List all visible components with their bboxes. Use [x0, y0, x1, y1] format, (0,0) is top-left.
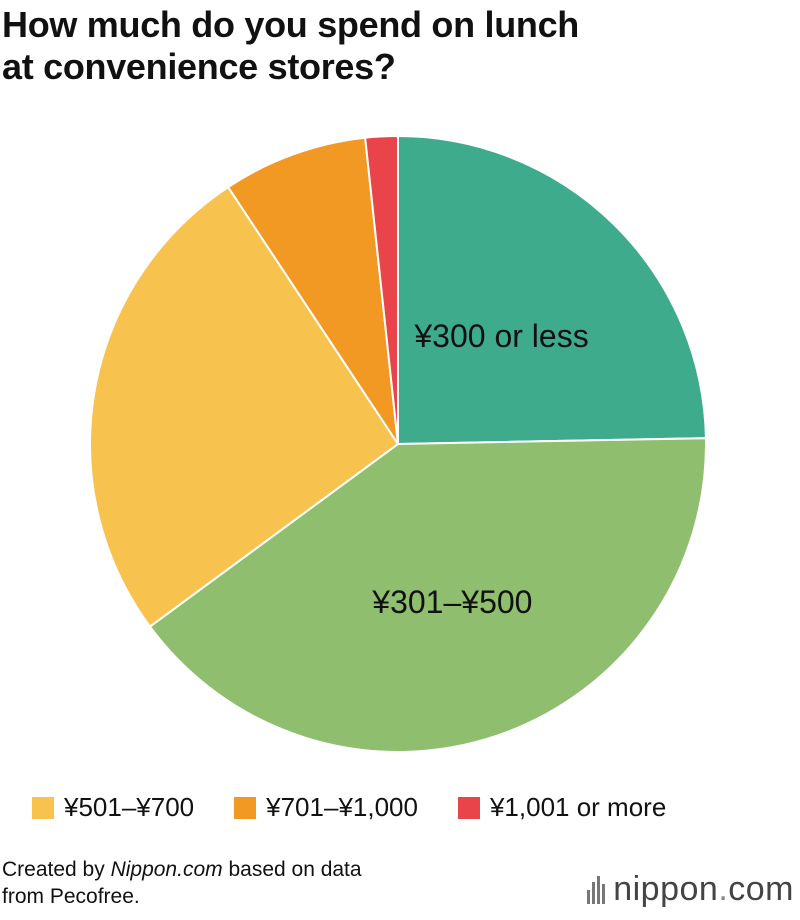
brand-dot: . — [718, 870, 729, 908]
source-note: Created by Nippon.com based on data from… — [2, 856, 362, 910]
legend-label: ¥1,001 or more — [489, 792, 667, 822]
source-line-2: from Pecofree. — [2, 885, 140, 908]
brand-logo: nippon. com — [587, 870, 794, 909]
legend-swatch — [457, 796, 480, 819]
legend-item-501-700: ¥501–¥700 — [32, 792, 194, 823]
brand-name: nippon — [613, 870, 719, 908]
chart-title: How much do you spend on lunch at conven… — [2, 4, 792, 88]
pie-slice-501-700 — [89, 185, 400, 628]
pie-slice-301-500 — [148, 437, 707, 753]
pie-chart: ¥300 or less ¥301–¥500 — [89, 134, 707, 753]
legend: ¥501–¥700 ¥701–¥1,000 ¥1,001 or more — [32, 792, 706, 823]
legend-item-701-1000: ¥701–¥1,000 — [234, 792, 418, 823]
source-suffix: based on data — [222, 858, 362, 881]
title-line-2: at convenience stores? — [2, 46, 396, 87]
slice-label-301-500: ¥301–¥500 — [371, 584, 532, 620]
pie-slice-701-1000 — [226, 136, 399, 445]
legend-swatch — [234, 796, 257, 819]
legend-swatch — [32, 796, 54, 819]
legend-label: ¥501–¥700 — [64, 792, 195, 822]
title-line-1: How much do you spend on lunch — [2, 4, 579, 45]
legend-label: ¥701–¥1,000 — [266, 792, 418, 822]
slice-label-300-or-less: ¥300 or less — [413, 318, 588, 354]
source-site: Nippon.com — [110, 858, 223, 881]
nippon-bars-icon — [587, 875, 606, 904]
source-prefix: Created by — [2, 858, 111, 881]
legend-item-1001-more: ¥1,001 or more — [457, 792, 667, 823]
pie-slice-1001-or-more — [364, 134, 399, 445]
pie-slice-300-or-less — [397, 134, 707, 446]
brand-tld: com — [728, 870, 794, 908]
